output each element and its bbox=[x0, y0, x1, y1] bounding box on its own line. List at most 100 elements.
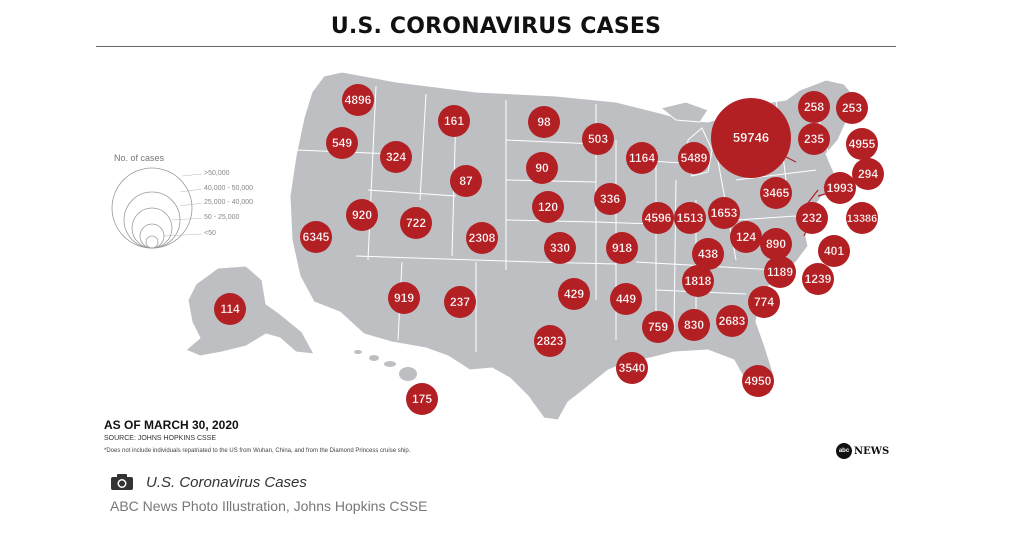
case-count-label: 2823 bbox=[537, 334, 564, 348]
case-bubble-de: 232 bbox=[796, 202, 828, 234]
footnote: *Does not include individuals repatriate… bbox=[104, 448, 411, 454]
case-count-label: 890 bbox=[766, 237, 786, 251]
case-bubble-ut: 722 bbox=[400, 207, 432, 239]
case-bubble-co: 2308 bbox=[466, 222, 498, 254]
case-bubble-tx: 2823 bbox=[534, 325, 566, 357]
case-bubble-circle bbox=[846, 128, 878, 160]
case-bubble-circle bbox=[342, 84, 374, 116]
case-bubble-circle bbox=[388, 282, 420, 314]
case-bubble-ms: 759 bbox=[642, 311, 674, 343]
case-bubble-circle bbox=[532, 191, 564, 223]
case-bubble-wi: 1164 bbox=[626, 142, 658, 174]
case-bubble-tn: 1818 bbox=[682, 265, 714, 297]
us-map: 4896 549 6345 920 324 161 87 722 919 2308 237 98 90 1… bbox=[111, 71, 884, 421]
case-bubble-circle bbox=[300, 221, 332, 253]
case-bubble-in: 1513 bbox=[674, 202, 706, 234]
case-bubble-circle bbox=[616, 352, 648, 384]
case-bubble-circle bbox=[836, 92, 868, 124]
case-bubble-ca: 6345 bbox=[300, 221, 332, 253]
case-bubble-circle bbox=[326, 127, 358, 159]
case-bubble-ia: 336 bbox=[594, 183, 626, 215]
case-count-label: 4596 bbox=[645, 211, 672, 225]
case-count-label: 114 bbox=[220, 302, 240, 316]
case-bubble-circle bbox=[824, 172, 856, 204]
case-count-label: 3465 bbox=[763, 186, 790, 200]
case-bubble-ga: 2683 bbox=[716, 305, 748, 337]
case-bubble-wv: 124 bbox=[730, 221, 762, 253]
abc-logo-icon: abc bbox=[836, 443, 852, 459]
case-bubble-va: 890 bbox=[760, 228, 792, 260]
case-bubble-circle bbox=[466, 222, 498, 254]
case-count-label: 759 bbox=[648, 320, 668, 334]
case-bubble-id: 324 bbox=[380, 141, 412, 173]
case-bubble-circle bbox=[444, 286, 476, 318]
case-count-label: 1993 bbox=[827, 181, 854, 195]
case-count-label: 549 bbox=[332, 136, 352, 150]
case-bubble-circle bbox=[846, 202, 878, 234]
case-bubble-az: 919 bbox=[388, 282, 420, 314]
case-bubble-circle bbox=[818, 235, 850, 267]
michigan-shape bbox=[659, 101, 709, 123]
case-bubble-circle bbox=[400, 207, 432, 239]
case-bubble-circle bbox=[852, 158, 884, 190]
title-divider bbox=[96, 46, 896, 47]
case-bubble-ks: 330 bbox=[544, 232, 576, 264]
as-of-date: AS OF MARCH 30, 2020 bbox=[104, 418, 239, 432]
case-bubble-vt: 235 bbox=[798, 123, 830, 155]
case-bubble-circle bbox=[438, 105, 470, 137]
case-bubble-mt: 161 bbox=[438, 105, 470, 137]
case-count-label: 175 bbox=[412, 392, 432, 406]
case-bubble-ri: 294 bbox=[852, 158, 884, 190]
case-count-label: 2308 bbox=[469, 231, 496, 245]
case-count-label: 1653 bbox=[711, 206, 738, 220]
case-count-label: 1513 bbox=[677, 211, 704, 225]
case-bubble-mi: 5489 bbox=[678, 142, 710, 174]
case-count-label: 294 bbox=[858, 167, 878, 181]
case-count-label: 6345 bbox=[303, 230, 330, 244]
case-count-label: 1239 bbox=[805, 272, 832, 286]
case-count-label: 235 bbox=[804, 132, 824, 146]
case-bubble-ct: 1993 bbox=[824, 172, 856, 204]
case-bubble-nd: 98 bbox=[528, 106, 560, 138]
case-bubble-circle bbox=[764, 256, 796, 288]
case-bubble-ky: 438 bbox=[692, 238, 724, 270]
case-count-label: 161 bbox=[444, 114, 464, 128]
legend-label: >50,000 bbox=[204, 170, 230, 177]
case-bubble-ak: 114 bbox=[214, 293, 246, 325]
case-count-label: 330 bbox=[550, 241, 570, 255]
case-bubble-oh: 1653 bbox=[708, 197, 740, 229]
case-count-label: 722 bbox=[406, 216, 426, 230]
case-bubble-circle bbox=[528, 106, 560, 138]
case-count-label: 120 bbox=[538, 200, 558, 214]
case-bubble-circle bbox=[450, 165, 482, 197]
camera-icon bbox=[110, 473, 134, 491]
case-bubble-circle bbox=[802, 263, 834, 295]
case-bubble-circle bbox=[642, 202, 674, 234]
case-count-label: 13386 bbox=[847, 213, 878, 225]
case-bubble-ny: 59746 bbox=[711, 98, 791, 178]
case-bubble-mo: 918 bbox=[606, 232, 638, 264]
case-bubble-wy: 87 bbox=[450, 165, 482, 197]
case-count-label: 124 bbox=[736, 230, 756, 244]
case-bubble-circle bbox=[558, 278, 590, 310]
case-bubble-circle bbox=[716, 305, 748, 337]
case-bubble-nh: 258 bbox=[798, 91, 830, 123]
case-bubble-circle bbox=[406, 383, 438, 415]
map-title: U.S. CORONAVIRUS CASES bbox=[330, 14, 662, 39]
case-bubble-ma: 4955 bbox=[846, 128, 878, 160]
legend-leaders bbox=[163, 173, 203, 237]
case-bubble-ok: 429 bbox=[558, 278, 590, 310]
abc-news-wordmark: NEWS bbox=[854, 445, 890, 457]
case-count-label: 2683 bbox=[719, 314, 746, 328]
case-bubble-circle bbox=[760, 228, 792, 260]
hawaii-shape bbox=[354, 350, 417, 381]
case-bubble-il: 4596 bbox=[642, 202, 674, 234]
case-count-label: 4896 bbox=[345, 93, 372, 107]
case-bubble-circle bbox=[730, 221, 762, 253]
case-count-label: 87 bbox=[459, 174, 473, 188]
caption-row: U.S. Coronavirus Cases bbox=[110, 473, 307, 491]
legend-label: 40,000 - 50,000 bbox=[204, 185, 254, 192]
case-count-label: 429 bbox=[564, 287, 584, 301]
case-bubble-nj: 13386 bbox=[846, 202, 878, 234]
legend-label: 25,000 - 40,000 bbox=[204, 199, 254, 206]
